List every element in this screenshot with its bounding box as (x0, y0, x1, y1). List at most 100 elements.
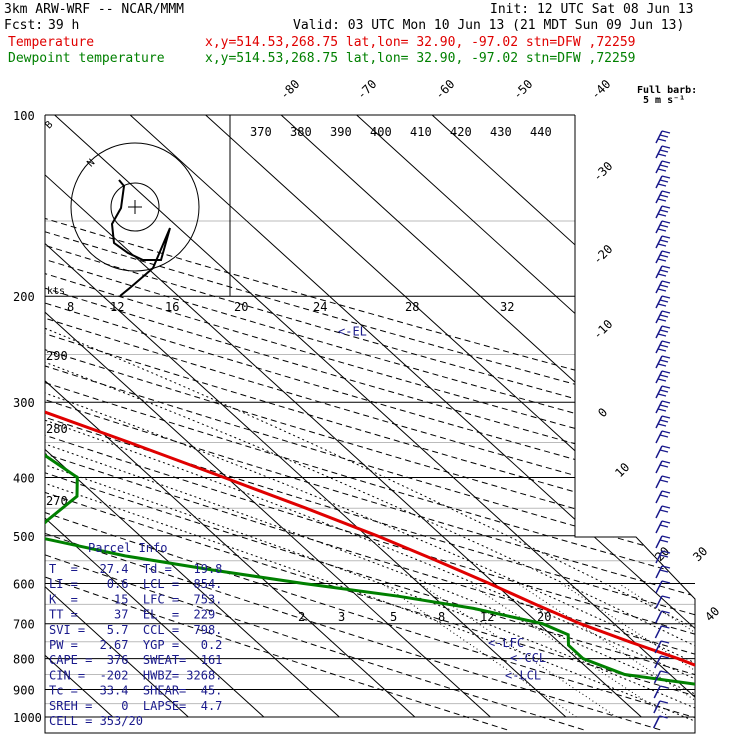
dry-adiabat (45, 115, 695, 731)
isotherm-label: -10 (590, 317, 615, 342)
isotherm-line (129, 115, 695, 718)
isotherm-label: -60 (432, 77, 457, 102)
barb-legend-line2: 5 m s⁻¹ (643, 95, 685, 106)
parcel-info-row: PW = 2.67 YGP = 0.2 (49, 638, 222, 652)
fcst-label: Fcst: (4, 18, 43, 33)
wind-speed-label: 28 (405, 300, 419, 314)
wind-barb (655, 580, 671, 594)
isotherm-line (431, 115, 695, 718)
hodograph-inset: N B kts (43, 115, 231, 297)
wind-barb (655, 430, 671, 444)
dry-adiabat (45, 115, 695, 731)
wind-speed-label: 8 (67, 300, 74, 314)
pressure-tick-label: 1000 (13, 711, 42, 725)
wind-barb (655, 310, 671, 324)
wind-barb (653, 685, 669, 699)
hodograph-trace (110, 179, 171, 297)
isotherm-line (280, 115, 695, 718)
isotherm-label: -30 (590, 159, 615, 184)
parcel-info-row: CELL = 353/20 (49, 714, 143, 728)
wind-barb (655, 460, 671, 474)
wind-barb (655, 340, 671, 354)
wind-barb (655, 535, 671, 549)
parcel-levels: <-EL <-LFC<-CCL <-LCL (338, 325, 546, 683)
pressure-tick-label: 400 (13, 471, 35, 485)
parcel-level-label: <-LFC (488, 636, 524, 650)
theta-label: 410 (410, 125, 432, 139)
parcel-info-row: Tc = 33.4 SHEAR= 45. (49, 684, 222, 698)
pressure-tick-label: 700 (13, 618, 35, 632)
model-title: 3km ARW-WRF -- NCAR/MMM (4, 2, 184, 17)
wind-barb (655, 220, 671, 234)
parcel-info-row: K = 15 LFC = 753. (49, 592, 222, 606)
dry-adiabat (45, 115, 695, 731)
theta-label: 440 (530, 125, 552, 139)
isotherm-label: 30 (690, 544, 710, 564)
pressure-tick-label: 500 (13, 530, 35, 544)
hodograph-side-label: 270 (46, 494, 68, 508)
mixing-ratio-line (618, 582, 695, 718)
parcel-info-row: LI = 0.6 LCL = 854. (49, 577, 222, 591)
wind-barb (655, 265, 671, 279)
mixing-ratio-label: 5 (390, 610, 397, 624)
wind-speed-label: 12 (110, 300, 124, 314)
isotherm-label: -20 (590, 242, 615, 267)
parcel-info-row: CAPE = 376 SWEAT= 161 (49, 653, 222, 667)
wind-barb (655, 325, 671, 339)
isotherm-label: -50 (510, 77, 535, 102)
wind-barbs (652, 130, 671, 729)
isotherm-line (45, 115, 416, 718)
mixing-ratio-label: 20 (537, 610, 551, 624)
theta-label: 370 (250, 125, 272, 139)
wind-barb (655, 280, 671, 294)
isotherm-line (45, 115, 567, 718)
parcel-level-label: <-EL (338, 325, 367, 339)
mixing-ratio-line (381, 582, 577, 718)
moist-adiabat (45, 295, 695, 731)
dry-adiabat (45, 115, 661, 731)
moist-adiabat (45, 295, 695, 731)
dry-adiabat (45, 115, 695, 731)
pressure-tick-label: 200 (13, 290, 35, 304)
isotherm-line (45, 115, 491, 718)
pressure-tick-label: 100 (13, 109, 35, 123)
isotherm-label: 0 (595, 405, 610, 420)
wind-barb (655, 565, 671, 579)
theta-label: 390 (330, 125, 352, 139)
pressure-tick-label: 900 (13, 683, 35, 697)
isotherm-label: -80 (277, 77, 302, 102)
theta-label: 400 (370, 125, 392, 139)
temperature-legend-info: x,y=514.53,268.75 lat,lon= 32.90, -97.02… (205, 35, 635, 50)
wind-barb (655, 595, 671, 609)
wind-speed-label: 16 (165, 300, 179, 314)
wind-barb (655, 445, 671, 459)
wind-barb (655, 175, 671, 189)
parcel-info-row: SVI = 5.7 CCL = 798. (49, 623, 222, 637)
isotherm-label: -40 (588, 77, 613, 102)
isotherm-label: -70 (354, 77, 379, 102)
dry-adiabat (45, 115, 695, 731)
wind-barb (654, 625, 670, 639)
parcel-level-label: <-CCL (510, 651, 546, 665)
theta-label: 430 (490, 125, 512, 139)
wind-barb (655, 475, 671, 489)
plot-border (44, 115, 696, 734)
hodograph-kts-label: kts (47, 286, 65, 297)
parcel-info-panel: Parcel Info T = 27.4 Td = 19.8LI = 0.6 L… (49, 541, 222, 728)
wind-speed-label: 32 (500, 300, 514, 314)
mixing-ratio-label: 3 (338, 610, 345, 624)
mixing-ratio-label: 8 (438, 610, 445, 624)
wind-barb (655, 295, 671, 309)
hodograph-side-label: 290 (46, 349, 68, 363)
temperature-profile (45, 115, 695, 719)
hodograph-center-marker (128, 200, 142, 214)
hodograph-ring-outer (70, 142, 200, 272)
isotherm-line (54, 115, 695, 718)
hodograph-n-label: N (85, 157, 97, 169)
temperature-legend-label: Temperature (8, 35, 94, 50)
init-time: Init: 12 UTC Sat 08 Jun 13 (490, 2, 694, 17)
wind-speed-label: 24 (313, 300, 327, 314)
wind-barb (655, 610, 670, 624)
parcel-info-row: TT = 37 EL = 229 (49, 608, 215, 622)
dry-adiabat (45, 115, 695, 731)
